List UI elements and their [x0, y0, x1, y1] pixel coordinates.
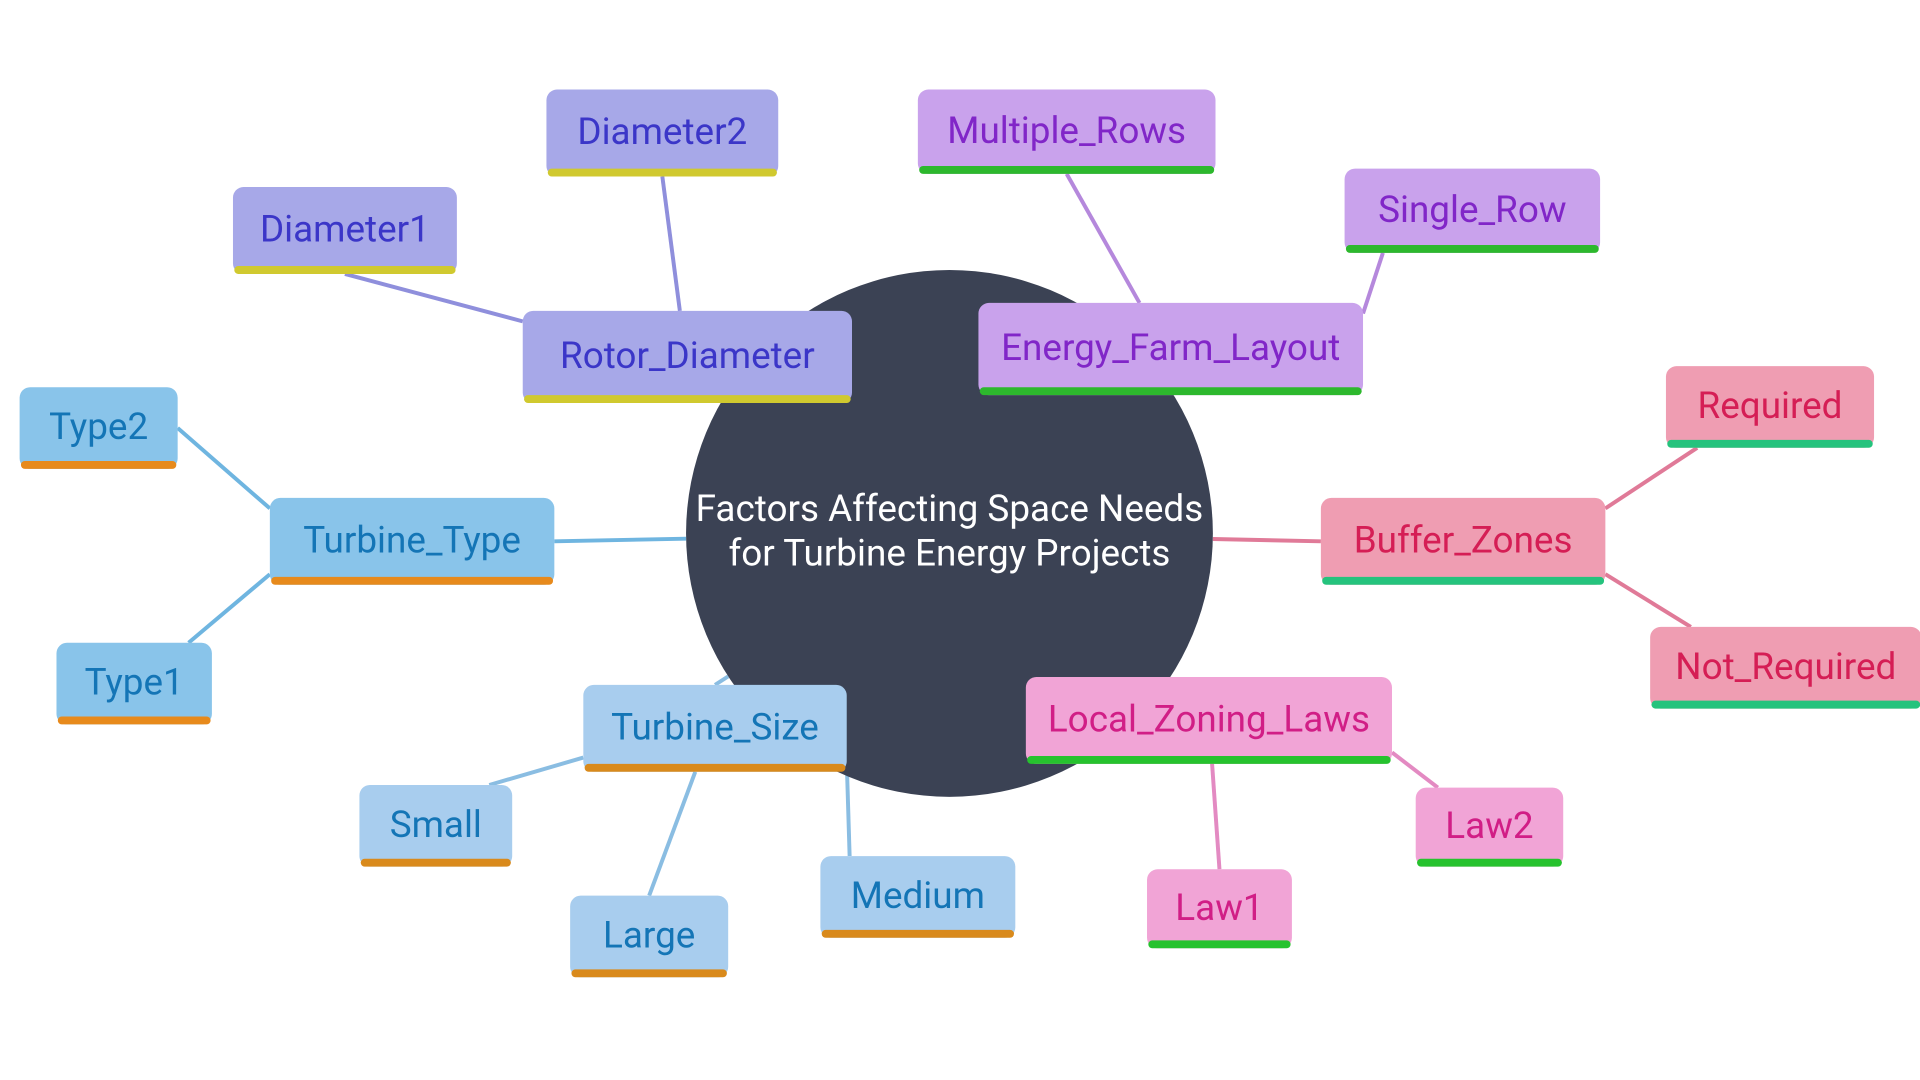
node-label: Not_Required: [1675, 646, 1896, 689]
edge: [554, 539, 686, 542]
node-law2: Law2: [1416, 788, 1564, 867]
edge: [345, 274, 523, 321]
node-medium: Medium: [820, 856, 1015, 938]
node-label: Large: [603, 914, 695, 957]
edge: [1363, 253, 1383, 314]
edge: [1605, 574, 1690, 627]
node-type1: Type1: [56, 643, 211, 725]
node-label: Energy_Farm_Layout: [1001, 327, 1340, 370]
node-single_row: Single_Row: [1345, 169, 1601, 253]
node-label: Type2: [49, 406, 148, 449]
edge: [662, 176, 680, 310]
edge: [1213, 539, 1321, 541]
node-label: Law2: [1445, 805, 1533, 848]
node-small: Small: [359, 785, 512, 867]
edge: [489, 758, 583, 785]
node-large: Large: [570, 896, 728, 978]
node-label: Turbine_Size: [611, 706, 819, 749]
node-label: Small: [390, 804, 482, 847]
center-label: Factors Affecting Space Needs: [696, 488, 1204, 531]
node-label: Buffer_Zones: [1354, 519, 1573, 562]
node-diameter2: Diameter2: [546, 90, 778, 177]
node-law1: Law1: [1147, 869, 1292, 948]
edge: [1605, 448, 1697, 509]
node-diameter1: Diameter1: [233, 187, 457, 274]
edge: [1212, 764, 1219, 869]
node-multiple_rows: Multiple_Rows: [918, 90, 1216, 174]
node-label: Rotor_Diameter: [560, 335, 815, 378]
node-required: Required: [1666, 366, 1874, 448]
node-not_required: Not_Required: [1650, 627, 1920, 709]
node-rotor_diameter: Rotor_Diameter: [523, 311, 852, 403]
node-label: Law1: [1175, 887, 1263, 930]
node-turbine_type: Turbine_Type: [270, 498, 554, 585]
node-type2: Type2: [20, 387, 178, 469]
node-label: Diameter2: [577, 111, 747, 154]
node-energy_farm_layout: Energy_Farm_Layout: [978, 303, 1363, 395]
node-buffer_zones: Buffer_Zones: [1321, 498, 1605, 585]
node-label: Turbine_Type: [303, 519, 521, 562]
edge: [715, 676, 728, 685]
node-label: Diameter1: [260, 209, 430, 252]
node-local_zoning_laws: Local_Zoning_Laws: [1026, 677, 1392, 764]
node-label: Multiple_Rows: [947, 110, 1186, 153]
node-label: Local_Zoning_Laws: [1048, 698, 1370, 741]
edge: [1392, 752, 1438, 787]
edge: [189, 574, 270, 642]
node-label: Required: [1698, 385, 1843, 428]
node-label: Single_Row: [1378, 189, 1566, 232]
node-label: Type1: [85, 662, 184, 705]
edge: [649, 772, 695, 896]
node-turbine_size: Turbine_Size: [583, 685, 846, 772]
edge: [1067, 174, 1140, 303]
center-label: for Turbine Energy Projects: [728, 533, 1170, 576]
mindmap-diagram: Factors Affecting Space Needsfor Turbine…: [0, 0, 1920, 1080]
edge: [178, 428, 270, 508]
node-label: Medium: [851, 875, 985, 918]
